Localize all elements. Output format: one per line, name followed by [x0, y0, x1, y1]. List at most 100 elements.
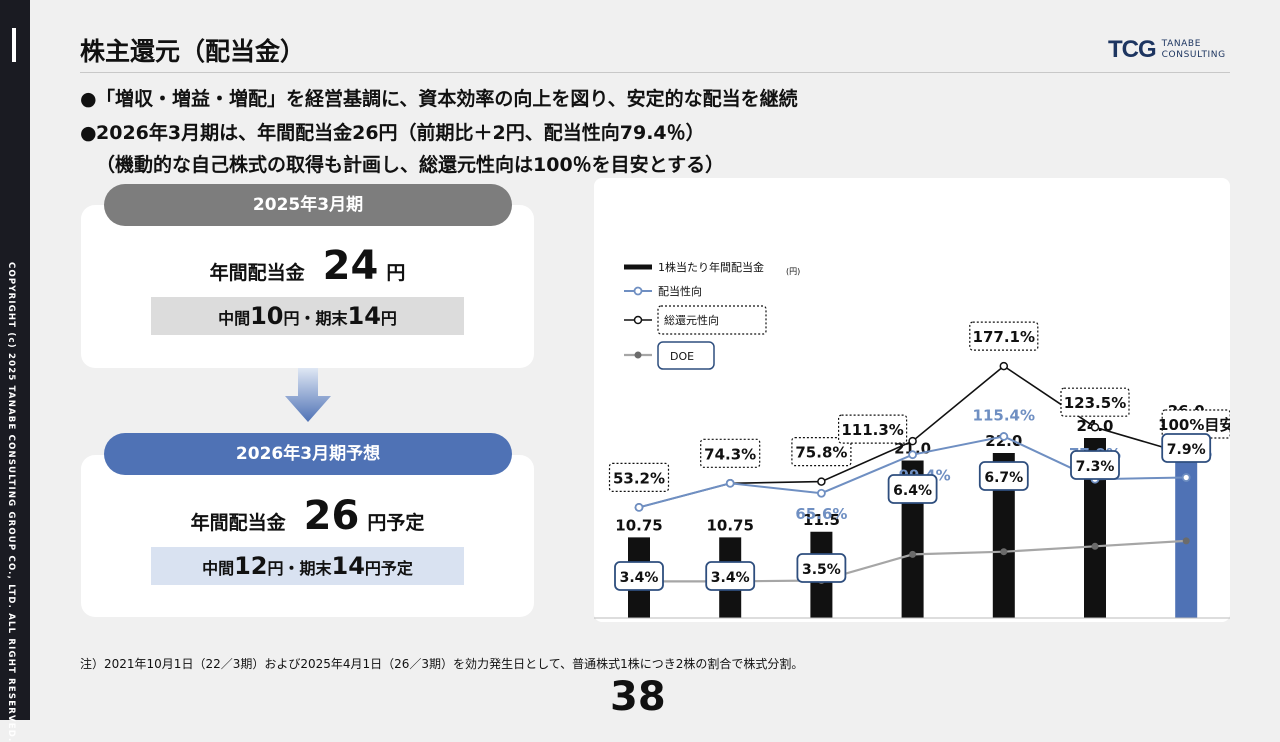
doe-label-box [1161, 433, 1212, 463]
doe-label: 3.4% [711, 570, 750, 586]
card-2026-header: 2026年3月期予想 [104, 433, 512, 475]
doe-label-box [705, 561, 756, 591]
total-return-label: 123.5% [1064, 394, 1126, 412]
legend-doe-label: DOE [670, 350, 694, 363]
final-value: 14 [347, 302, 381, 330]
bullet-2-note: （機動的な自己株式の取得も計画し、総還元性向は100％を目安とする） [96, 154, 725, 176]
logo-name: TANABE CONSULTING [1162, 39, 1226, 61]
bar-dividend-4 [992, 453, 1015, 618]
total-return-label-box [1060, 387, 1130, 417]
dividend-unit: 円 [386, 262, 406, 284]
doe-label: 7.3% [1076, 459, 1115, 475]
payout-label: 65.6% [795, 505, 847, 523]
page-number: 38 [610, 674, 666, 720]
payout-label: 115.4% [973, 406, 1035, 424]
doe-label-box [1070, 450, 1120, 480]
dividend-value: 26 [303, 493, 360, 539]
dividend-unit: 円予定 [367, 512, 425, 534]
doe-label: 3.4% [620, 570, 659, 586]
dividend-chart-panel: 10.7510.7511.521.022.024.026.020／3期21／3期… [594, 178, 1234, 641]
company-logo: TCG TANABE CONSULTING [1108, 36, 1226, 64]
interim-value: 12 [234, 552, 268, 580]
final-unit: 円予定 [364, 559, 413, 578]
doe-point [1000, 548, 1008, 556]
total-return-label: 177.1% [973, 328, 1035, 346]
card-2025-header: 2025年3月期 [104, 184, 512, 226]
dividend-value: 24 [322, 243, 379, 289]
payout-point [634, 502, 644, 512]
payout-point [725, 478, 735, 488]
bullet-dot-icon: ● [80, 88, 97, 110]
card-2025 [81, 205, 534, 368]
dividend-label: 年間配当金 [209, 262, 305, 284]
doe-point [1182, 537, 1190, 545]
legend-total-marker [633, 315, 643, 325]
total-return-label-box [608, 462, 670, 492]
bullet-dot-icon: ● [80, 122, 97, 144]
logo-mark: TCG [1108, 36, 1157, 63]
doe-label-box [978, 461, 1029, 491]
card-2025-dividend: 年間配当金 24 円 [80, 243, 535, 289]
legend-doe-marker [634, 351, 642, 359]
total-return-point [1090, 422, 1100, 432]
interim-label: 中間 [202, 559, 235, 578]
card-2026-breakdown: 中間12円・期末14円予定 [151, 547, 464, 585]
copyright-text: COPYRIGHT (c) 2025 TANABE CONSULTING GRO… [6, 262, 16, 742]
final-value: 14 [331, 552, 365, 580]
bar-dividend-5 [1084, 438, 1106, 618]
interim-value: 10 [250, 302, 284, 330]
total-return-point [908, 436, 917, 446]
bar-value-label: 11.5 [803, 511, 840, 529]
total-return-label-box [700, 438, 761, 468]
total-return-label-box [791, 436, 852, 467]
legend-total-box [657, 305, 767, 335]
legend-unit-label: (円) [786, 267, 800, 276]
legend-bar-label: 1株当たり年間配当金 [658, 260, 764, 274]
total-return-label: 74.3% [704, 445, 756, 463]
doe-point [909, 550, 917, 558]
bar-dividend-6 [1175, 423, 1198, 618]
card-2026-dividend: 年間配当金 26 円予定 [80, 493, 535, 539]
total-return-label: 100%目安 [1158, 416, 1230, 434]
title-divider [80, 72, 1230, 73]
doe-label-box [614, 561, 664, 591]
payout-point [816, 488, 826, 498]
payout-point [999, 432, 1009, 441]
logo-line2: CONSULTING [1161, 50, 1226, 60]
logo-line1: TANABE [1161, 39, 1201, 49]
total-return-point [999, 361, 1009, 371]
down-arrow-icon [285, 368, 331, 422]
bar-value-label: 22.0 [985, 432, 1022, 450]
legend-payout-marker [633, 286, 643, 296]
breakdown-sep: 円・期末 [283, 309, 348, 328]
doe-point [1091, 542, 1099, 550]
dividend-chart: 10.7510.7511.521.022.024.026.020／3期21／3期… [594, 260, 1234, 641]
card-2026 [81, 455, 534, 617]
footnote: 注）2021年10月1日（22／3期）および2025年4月1日（26／3期）を効… [80, 657, 804, 671]
total-return-label-box [969, 321, 1039, 351]
doe-label: 6.4% [893, 483, 932, 499]
total-return-label: 53.2% [613, 469, 665, 487]
payout-point [908, 450, 918, 460]
legend-total-label: 総還元性向 [664, 313, 719, 327]
legend-payout-label: 配当性向 [658, 284, 702, 298]
doe-label: 6.7% [984, 470, 1023, 486]
doe-label-box [796, 553, 847, 583]
doe-label: 7.9% [1167, 442, 1206, 458]
doe-label: 3.5% [802, 562, 841, 578]
page-title: 株主還元（配当金） [80, 37, 306, 66]
sidebar: COPYRIGHT (c) 2025 TANABE CONSULTING GRO… [0, 0, 30, 742]
doe-label-box [887, 474, 938, 504]
legend-doe-box [657, 341, 715, 370]
dividend-label: 年間配当金 [190, 512, 286, 534]
bullet-2: ●2026年3月期は、年間配当金26円（前期比＋2円、配当性向79.4％） [80, 118, 705, 145]
bar-value-label: 10.75 [615, 516, 662, 534]
total-return-point [817, 477, 826, 486]
payout-point [1181, 473, 1191, 482]
bullet-1-text: 「増収・増益・増配」を経営基調に、資本効率の向上を図り、安定的な配当を継続 [96, 88, 798, 110]
interim-label: 中間 [218, 309, 251, 328]
final-unit: 円 [380, 309, 397, 328]
total-return-label: 111.3% [841, 421, 903, 439]
bullet-2-text: 2026年3月期は、年間配当金26円（前期比＋2円、配当性向79.4％） [96, 122, 705, 144]
card-2025-breakdown: 中間10円・期末14円 [151, 297, 464, 335]
